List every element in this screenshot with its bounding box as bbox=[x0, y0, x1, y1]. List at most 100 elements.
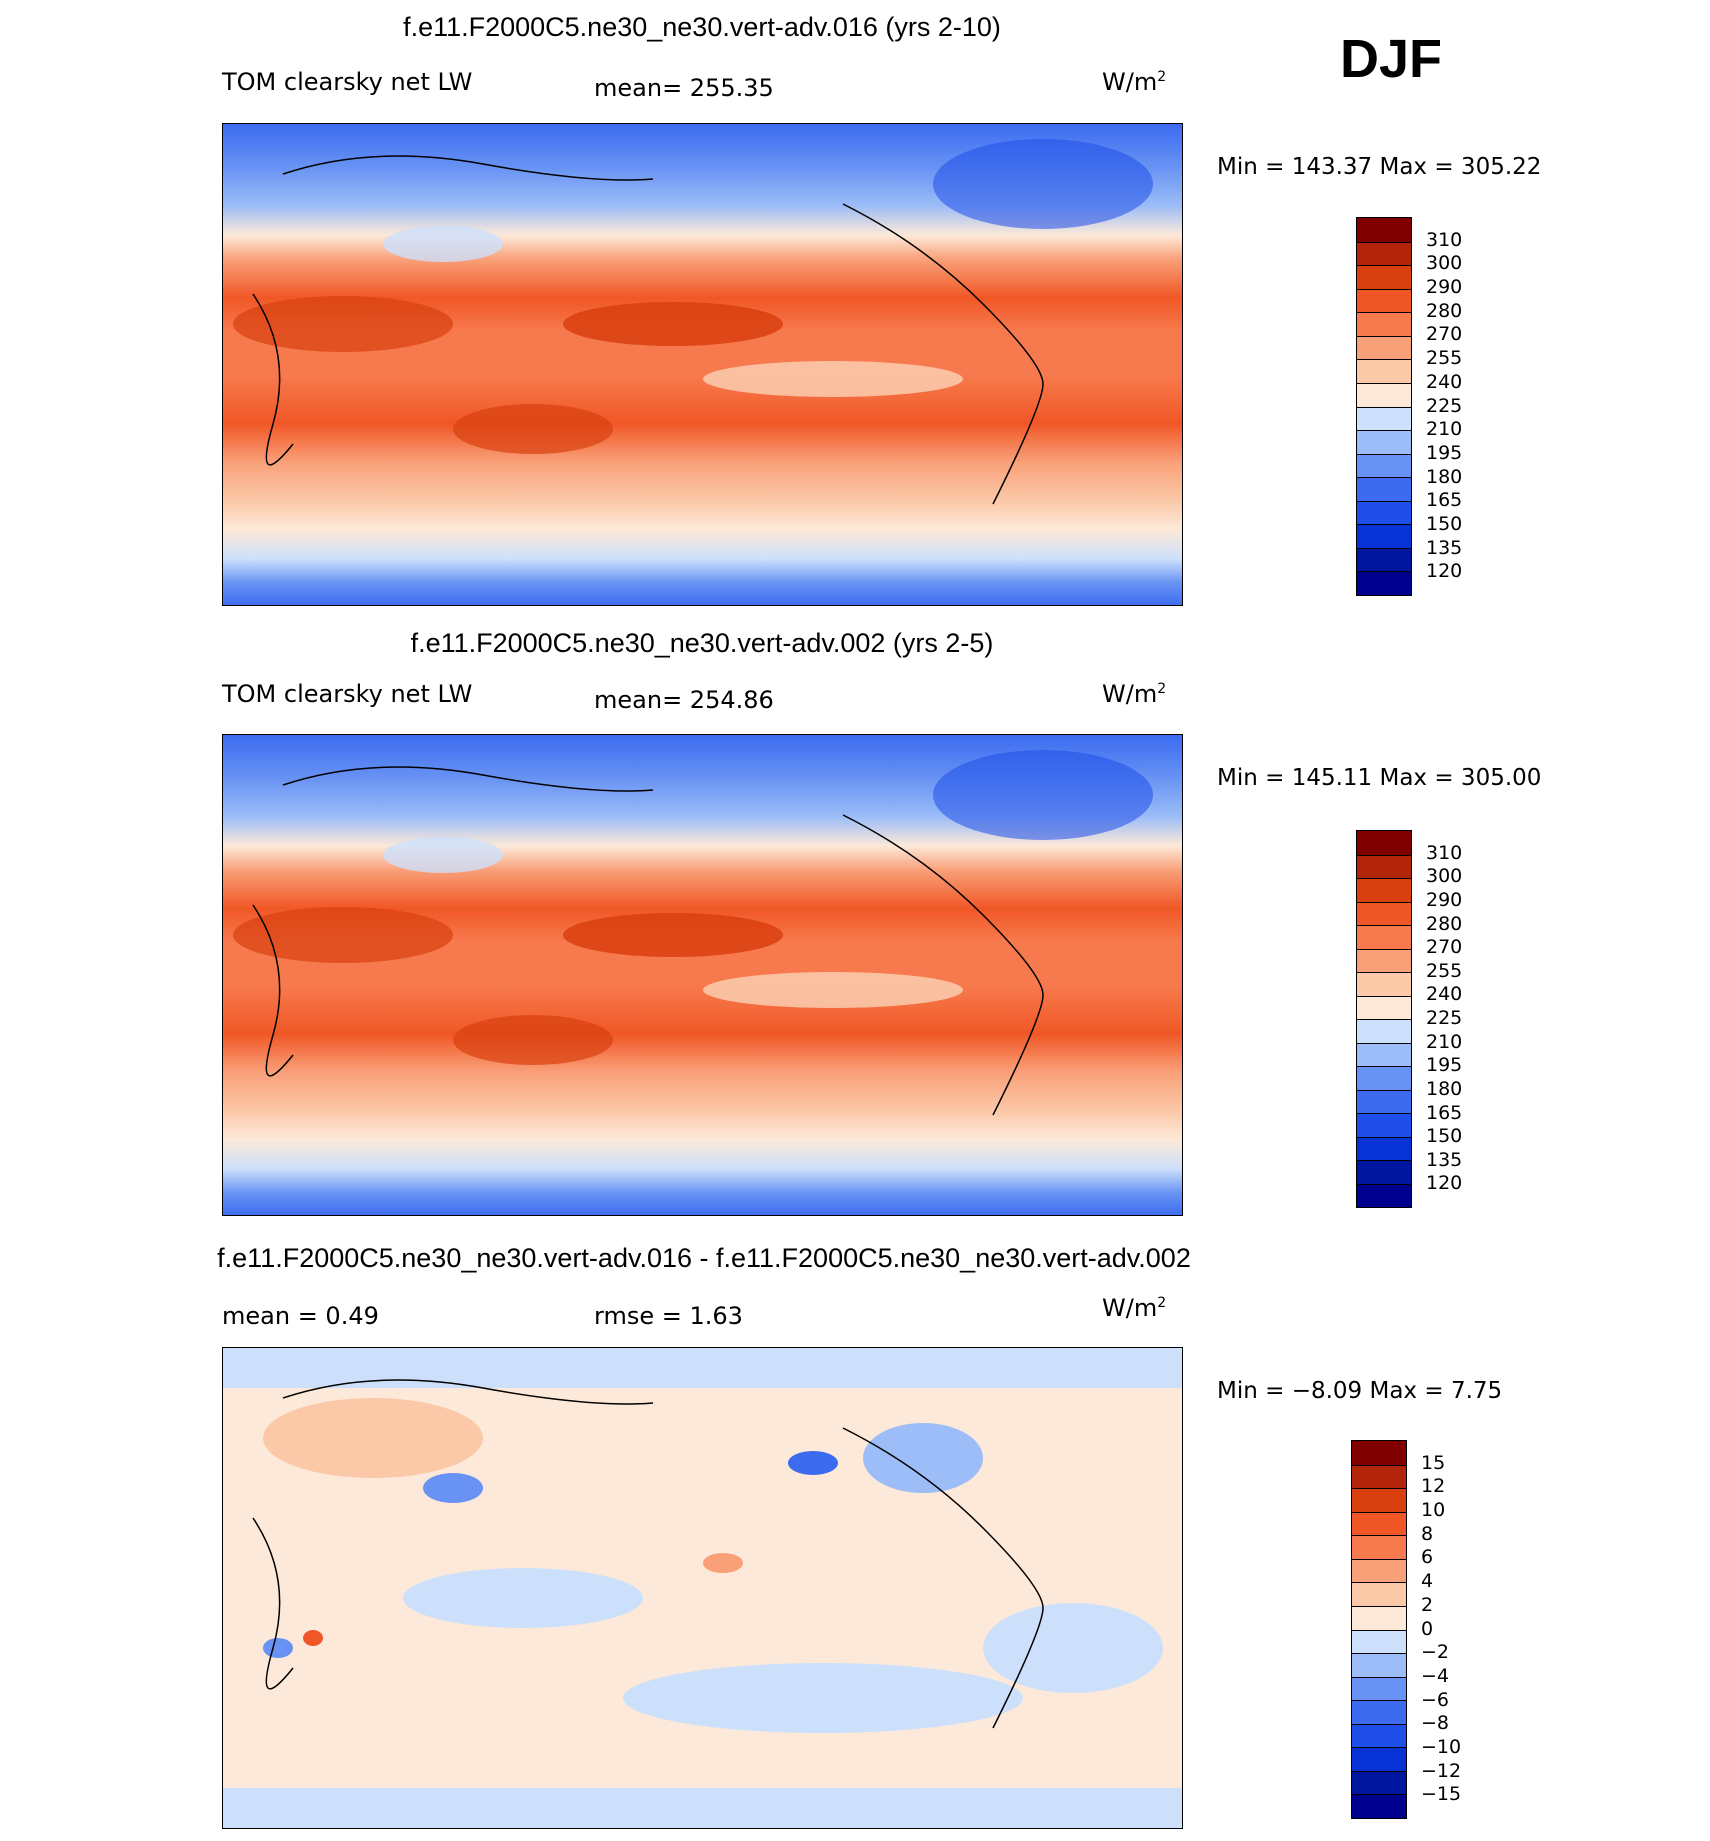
colorbar-cell bbox=[1357, 1160, 1411, 1184]
colorbar-tick-label: 210 bbox=[1426, 418, 1463, 441]
colorbar-cell bbox=[1357, 335, 1411, 360]
colorbar-tick-label: 290 bbox=[1426, 276, 1463, 299]
colorbar-cell bbox=[1352, 1723, 1406, 1748]
colorbar-tick-label: 135 bbox=[1426, 536, 1463, 559]
panel1-title: f.e11.F2000C5.ne30_ne30.vert-adv.016 (yr… bbox=[403, 12, 1001, 42]
colorbar-tick-label: 210 bbox=[1426, 1030, 1463, 1053]
colorbar-tick-label: 280 bbox=[1426, 299, 1463, 322]
colorbar-cell bbox=[1352, 1629, 1406, 1654]
colorbar-tick-label: 120 bbox=[1426, 560, 1463, 583]
colorbar-cell bbox=[1357, 972, 1411, 996]
colorbar-cell bbox=[1357, 524, 1411, 548]
colorbar-cell bbox=[1352, 1747, 1406, 1771]
colorbar-cell bbox=[1352, 1488, 1406, 1512]
colorbar-tick-label: 10 bbox=[1421, 1499, 1446, 1522]
panel2-colorbar-labels: 310 300 290 280 270 255 240 225 210 195 180 165 150 1… bbox=[1426, 830, 1486, 1208]
panel1-colorbar bbox=[1356, 217, 1412, 596]
colorbar-tick-label: −12 bbox=[1421, 1759, 1462, 1782]
colorbar-cell bbox=[1357, 831, 1411, 855]
colorbar-cell bbox=[1357, 547, 1411, 572]
colorbar-tick-label: 240 bbox=[1426, 983, 1463, 1006]
colorbar-cell bbox=[1357, 382, 1411, 407]
panel2-mean: mean= 254.86 bbox=[594, 686, 774, 714]
colorbar-tick-label: 8 bbox=[1421, 1522, 1434, 1545]
colorbar-tick-label: −2 bbox=[1421, 1641, 1450, 1664]
colorbar-cell bbox=[1352, 1770, 1406, 1795]
colorbar-tick-label: 120 bbox=[1426, 1172, 1463, 1195]
colorbar-tick-label: 4 bbox=[1421, 1570, 1434, 1593]
colorbar-cell bbox=[1357, 359, 1411, 383]
colorbar-cell bbox=[1352, 1464, 1406, 1489]
colorbar-tick-label: 2 bbox=[1421, 1593, 1434, 1616]
panel1-variable: TOM clearsky net LW bbox=[222, 68, 473, 96]
colorbar-tick-label: 300 bbox=[1426, 252, 1463, 275]
colorbar-cell bbox=[1357, 1183, 1411, 1207]
colorbar-tick-label: −8 bbox=[1421, 1712, 1450, 1735]
colorbar-tick-label: 195 bbox=[1426, 1054, 1463, 1077]
colorbar-tick-label: 225 bbox=[1426, 394, 1463, 417]
colorbar-cell bbox=[1352, 1676, 1406, 1701]
colorbar-cell bbox=[1357, 430, 1411, 454]
colorbar-tick-label: 165 bbox=[1426, 1101, 1463, 1124]
colorbar-cell bbox=[1357, 453, 1411, 478]
colorbar-cell bbox=[1357, 1113, 1411, 1137]
colorbar-tick-label: 270 bbox=[1426, 936, 1463, 959]
colorbar-cell bbox=[1352, 1511, 1406, 1536]
colorbar-cell bbox=[1357, 854, 1411, 878]
panel3-minmax: Min = −8.09 Max = 7.75 bbox=[1217, 1378, 1503, 1404]
colorbar-cell bbox=[1357, 312, 1411, 336]
colorbar-tick-label: 255 bbox=[1426, 347, 1463, 370]
colorbar-tick-label: 15 bbox=[1421, 1451, 1446, 1474]
colorbar-cell bbox=[1357, 1089, 1411, 1113]
colorbar-cell bbox=[1357, 500, 1411, 525]
colorbar-tick-label: 255 bbox=[1426, 959, 1463, 982]
panel3-colorbar-labels: 15 12 10 8 6 4 2 0 −2 −4 −6 −8 −10 −12 −15 bbox=[1421, 1440, 1481, 1819]
colorbar-tick-label: −15 bbox=[1421, 1783, 1462, 1806]
panel1-minmax: Min = 143.37 Max = 305.22 bbox=[1217, 154, 1542, 180]
colorbar-cell bbox=[1357, 265, 1411, 289]
colorbar-tick-label: 12 bbox=[1421, 1475, 1446, 1498]
colorbar-cell bbox=[1352, 1653, 1406, 1677]
colorbar-tick-label: 310 bbox=[1426, 841, 1463, 864]
colorbar-tick-label: −4 bbox=[1421, 1664, 1450, 1687]
panel3-colorbar bbox=[1351, 1440, 1407, 1819]
colorbar-cell bbox=[1352, 1441, 1406, 1465]
panel3-map bbox=[222, 1347, 1183, 1829]
colorbar-cell bbox=[1357, 1136, 1411, 1160]
colorbar-tick-label: 290 bbox=[1426, 888, 1463, 911]
colorbar-tick-label: 195 bbox=[1426, 441, 1463, 464]
panel1-map bbox=[222, 123, 1183, 606]
colorbar-cell bbox=[1352, 1558, 1406, 1583]
colorbar-tick-label: 150 bbox=[1426, 1125, 1463, 1148]
colorbar-tick-label: 240 bbox=[1426, 370, 1463, 393]
colorbar-cell bbox=[1357, 218, 1411, 242]
panel3-title: f.e11.F2000C5.ne30_ne30.vert-adv.016 - f… bbox=[217, 1243, 1191, 1273]
panel2-title: f.e11.F2000C5.ne30_ne30.vert-adv.002 (yr… bbox=[410, 628, 994, 658]
colorbar-tick-label: −10 bbox=[1421, 1735, 1462, 1758]
panel1-mean: mean= 255.35 bbox=[594, 74, 774, 102]
panel1-colorbar-labels: 310 300 290 280 270 255 240 225 210 195 180 165 150 1… bbox=[1426, 217, 1486, 596]
colorbar-tick-label: 270 bbox=[1426, 323, 1463, 346]
colorbar-cell bbox=[1357, 1066, 1411, 1090]
colorbar-cell bbox=[1357, 571, 1411, 595]
colorbar-tick-label: 150 bbox=[1426, 512, 1463, 535]
colorbar-tick-label: 135 bbox=[1426, 1148, 1463, 1171]
colorbar-cell bbox=[1357, 241, 1411, 266]
colorbar-cell bbox=[1357, 477, 1411, 501]
colorbar-tick-label: 180 bbox=[1426, 465, 1463, 488]
panel2-minmax: Min = 145.11 Max = 305.00 bbox=[1217, 765, 1542, 791]
colorbar-cell bbox=[1352, 1700, 1406, 1724]
colorbar-cell bbox=[1357, 901, 1411, 925]
colorbar-tick-label: 300 bbox=[1426, 865, 1463, 888]
panel2-units: W/m2 bbox=[1102, 680, 1167, 708]
colorbar-tick-label: 180 bbox=[1426, 1077, 1463, 1100]
colorbar-cell bbox=[1357, 1019, 1411, 1043]
colorbar-tick-label: 225 bbox=[1426, 1007, 1463, 1029]
colorbar-tick-label: 0 bbox=[1421, 1617, 1434, 1640]
colorbar-tick-label: −6 bbox=[1421, 1688, 1450, 1711]
colorbar-cell bbox=[1357, 995, 1411, 1019]
colorbar-cell bbox=[1357, 878, 1411, 902]
colorbar-tick-label: 280 bbox=[1426, 912, 1463, 935]
panel3-rmse: rmse = 1.63 bbox=[594, 1302, 743, 1330]
colorbar-cell bbox=[1357, 948, 1411, 972]
